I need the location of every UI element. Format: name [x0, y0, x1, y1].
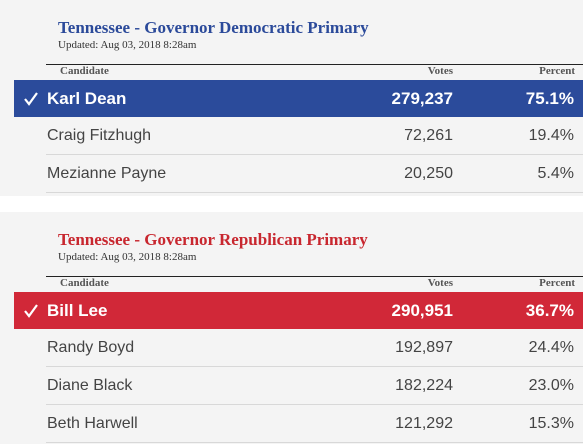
vote-percent: 23.0% — [528, 376, 574, 394]
winner-row: Karl Dean 279,237 75.1% — [14, 80, 583, 117]
header-rule — [46, 276, 583, 277]
race-panel: Tennessee - Governor Democratic Primary U… — [0, 0, 583, 196]
column-header: Candidate — [60, 65, 109, 77]
vote-count: 279,237 — [391, 88, 453, 108]
candidate-name: Bill Lee — [47, 300, 108, 320]
race-title: Tennessee - Governor Republican Primary — [58, 230, 368, 249]
vote-count: 72,261 — [404, 126, 453, 144]
vote-count: 290,951 — [391, 300, 453, 320]
vote-percent: 5.4% — [537, 164, 574, 182]
vote-count: 20,250 — [404, 164, 453, 182]
winner-check — [24, 304, 38, 318]
candidate-row: Craig Fitzhugh 72,261 19.4% — [46, 117, 583, 155]
candidate-name: Craig Fitzhugh — [47, 126, 152, 144]
vote-count: 182,224 — [395, 376, 453, 394]
race-panel: Tennessee - Governor Republican Primary U… — [0, 212, 583, 444]
vote-percent: 36.7% — [525, 300, 574, 320]
candidate-row: Beth Harwell 121,292 15.3% — [46, 405, 583, 443]
vote-percent: 19.4% — [528, 126, 574, 144]
vote-count: 192,897 — [395, 338, 453, 356]
candidate-name: Diane Black — [47, 376, 133, 394]
vote-percent: 24.4% — [528, 338, 574, 356]
column-header: Votes — [427, 65, 453, 77]
winner-check — [24, 92, 38, 106]
header-rule — [46, 64, 583, 65]
candidate-name: Beth Harwell — [47, 414, 138, 432]
vote-percent: 15.3% — [528, 414, 574, 432]
updated-time: Updated: Aug 03, 2018 8:28am — [58, 39, 197, 51]
column-header: Candidate — [60, 277, 109, 289]
candidate-row: Diane Black 182,224 23.0% — [46, 367, 583, 405]
column-header: Percent — [539, 277, 575, 289]
winner-row: Bill Lee 290,951 36.7% — [14, 292, 583, 329]
vote-count: 121,292 — [395, 414, 453, 432]
candidate-name: Randy Boyd — [47, 338, 135, 356]
candidate-row: Randy Boyd 192,897 24.4% — [46, 329, 583, 367]
column-header: Percent — [539, 65, 575, 77]
candidate-name: Mezianne Payne — [47, 164, 167, 182]
candidate-name: Karl Dean — [47, 88, 127, 108]
updated-time: Updated: Aug 03, 2018 8:28am — [58, 251, 197, 263]
column-header: Votes — [427, 277, 453, 289]
candidate-row: Mezianne Payne 20,250 5.4% — [46, 155, 583, 193]
vote-percent: 75.1% — [525, 88, 574, 108]
race-title: Tennessee - Governor Democratic Primary — [58, 18, 369, 37]
